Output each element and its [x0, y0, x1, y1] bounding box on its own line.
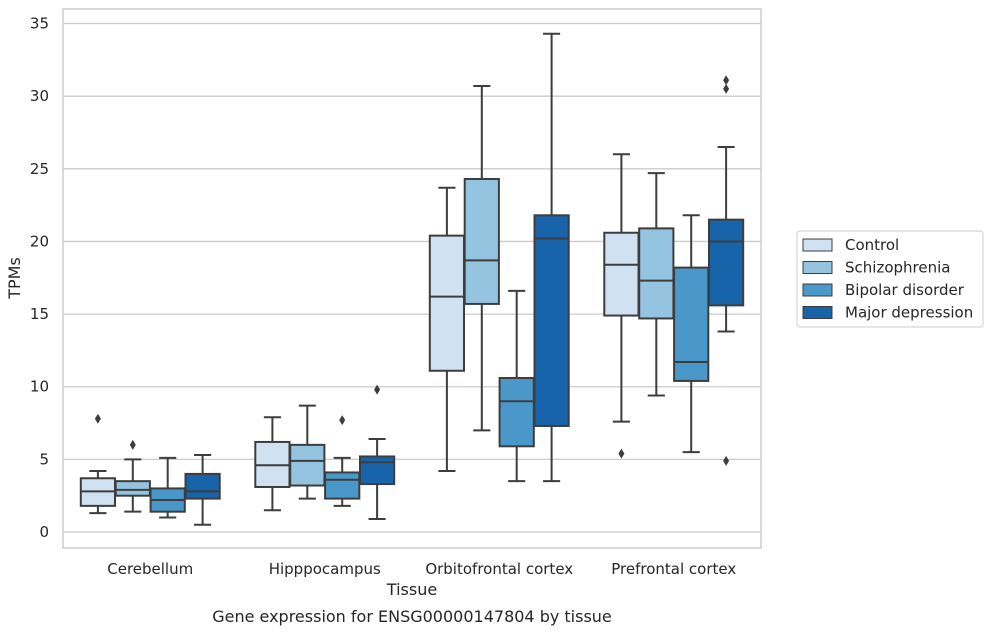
- box-iqr: [603, 231, 640, 317]
- legend-frame: [796, 230, 984, 328]
- box-iqr: [638, 227, 675, 320]
- x-tick-label: Orbitofrontal cortex: [425, 560, 573, 578]
- box-iqr: [428, 234, 466, 372]
- plot-frame: [62, 8, 762, 549]
- box-iqr: [289, 443, 326, 487]
- boxes-layer: [79, 32, 745, 526]
- y-tick-label: 20: [30, 232, 49, 250]
- y-tick-label: 35: [30, 15, 49, 33]
- x-tick-label: Cerebellum: [107, 560, 193, 578]
- box-major-depression: [533, 32, 570, 483]
- y-tick-label: 15: [30, 305, 49, 323]
- box-schizophrenia: [289, 404, 326, 500]
- box-iqr: [498, 377, 535, 448]
- box-major-depression: [184, 454, 221, 526]
- box-iqr: [707, 218, 745, 307]
- box-major-depression: [358, 384, 396, 520]
- box-major-depression: [707, 75, 745, 466]
- legend-swatch: [802, 261, 833, 274]
- legend-label: Major depression: [845, 304, 973, 322]
- box-iqr: [463, 177, 500, 305]
- outlier-point: [723, 75, 730, 86]
- box-iqr: [358, 455, 396, 486]
- chart-caption: Gene expression for ENSG00000147804 by t…: [212, 607, 612, 626]
- box-iqr: [673, 266, 710, 382]
- box-schizophrenia: [463, 85, 500, 432]
- outlier-point: [339, 415, 346, 426]
- y-tick-label: 25: [30, 160, 49, 178]
- x-tick-labels: Cerebellum Hipppocampus Orbitofrontal cort…: [107, 560, 736, 578]
- y-tick-label: 5: [39, 450, 49, 468]
- box-bipolar-disorder: [324, 415, 361, 507]
- legend-label: Schizophrenia: [845, 259, 950, 277]
- legend-label: Bipolar disorder: [845, 281, 965, 299]
- y-axis-label: TPMs: [5, 257, 24, 300]
- box-iqr: [184, 472, 221, 500]
- legend-swatch: [802, 306, 833, 319]
- outlier-point: [374, 384, 381, 395]
- y-tick-label: 30: [30, 87, 49, 105]
- outlier-point: [723, 455, 730, 466]
- outlier-point: [129, 439, 136, 450]
- outlier-point: [94, 413, 101, 424]
- box-iqr: [533, 214, 570, 427]
- box-bipolar-disorder: [673, 214, 710, 454]
- legend-swatch: [802, 238, 833, 252]
- box-schizophrenia: [114, 439, 151, 513]
- legend-swatch: [802, 283, 833, 297]
- legend-label: Control: [845, 236, 899, 254]
- box-iqr: [324, 471, 361, 500]
- box-control: [428, 186, 466, 472]
- y-tick-label: 10: [30, 378, 49, 396]
- x-tick-label: Prefrontal cortex: [611, 560, 736, 578]
- y-tick-labels: 0 5 10 15 20 25 30 35: [30, 15, 49, 541]
- box-schizophrenia: [638, 172, 675, 397]
- box-control: [254, 416, 291, 512]
- x-axis-label: Tissue: [386, 580, 437, 599]
- box-iqr: [114, 480, 151, 497]
- box-control: [603, 153, 640, 459]
- x-tick-label: Hipppocampus: [269, 560, 381, 578]
- box-bipolar-disorder: [498, 289, 535, 483]
- box-bipolar-disorder: [149, 456, 186, 519]
- outlier-point: [618, 448, 625, 459]
- y-tick-label: 0: [39, 523, 49, 541]
- legend: Control Schizophrenia Bipolar disorder Majo…: [796, 230, 984, 328]
- outlier-point: [723, 83, 730, 94]
